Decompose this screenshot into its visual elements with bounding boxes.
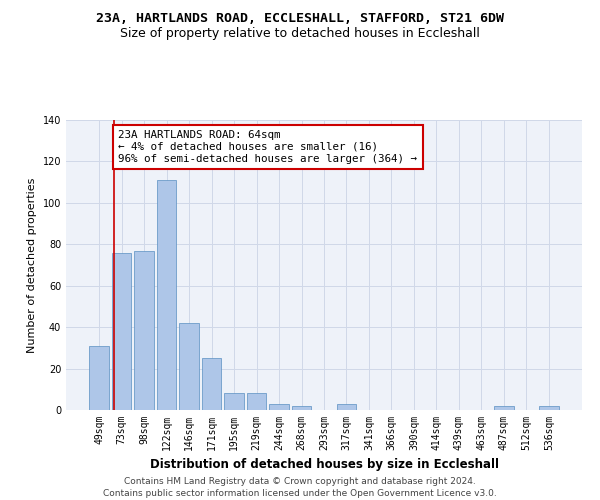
Bar <box>224 394 244 410</box>
Bar <box>494 406 514 410</box>
Y-axis label: Number of detached properties: Number of detached properties <box>27 178 37 352</box>
Text: 23A, HARTLANDS ROAD, ECCLESHALL, STAFFORD, ST21 6DW: 23A, HARTLANDS ROAD, ECCLESHALL, STAFFOR… <box>96 12 504 26</box>
Text: Size of property relative to detached houses in Eccleshall: Size of property relative to detached ho… <box>120 28 480 40</box>
Bar <box>269 404 289 410</box>
Bar <box>134 250 154 410</box>
Bar <box>247 394 266 410</box>
Bar <box>292 406 311 410</box>
Bar <box>179 323 199 410</box>
Bar <box>539 406 559 410</box>
Bar <box>112 252 131 410</box>
Bar <box>89 346 109 410</box>
Text: 23A HARTLANDS ROAD: 64sqm
← 4% of detached houses are smaller (16)
96% of semi-d: 23A HARTLANDS ROAD: 64sqm ← 4% of detach… <box>118 130 417 164</box>
Bar <box>157 180 176 410</box>
Bar <box>202 358 221 410</box>
X-axis label: Distribution of detached houses by size in Eccleshall: Distribution of detached houses by size … <box>149 458 499 471</box>
Text: Contains public sector information licensed under the Open Government Licence v3: Contains public sector information licen… <box>103 489 497 498</box>
Text: Contains HM Land Registry data © Crown copyright and database right 2024.: Contains HM Land Registry data © Crown c… <box>124 478 476 486</box>
Bar <box>337 404 356 410</box>
